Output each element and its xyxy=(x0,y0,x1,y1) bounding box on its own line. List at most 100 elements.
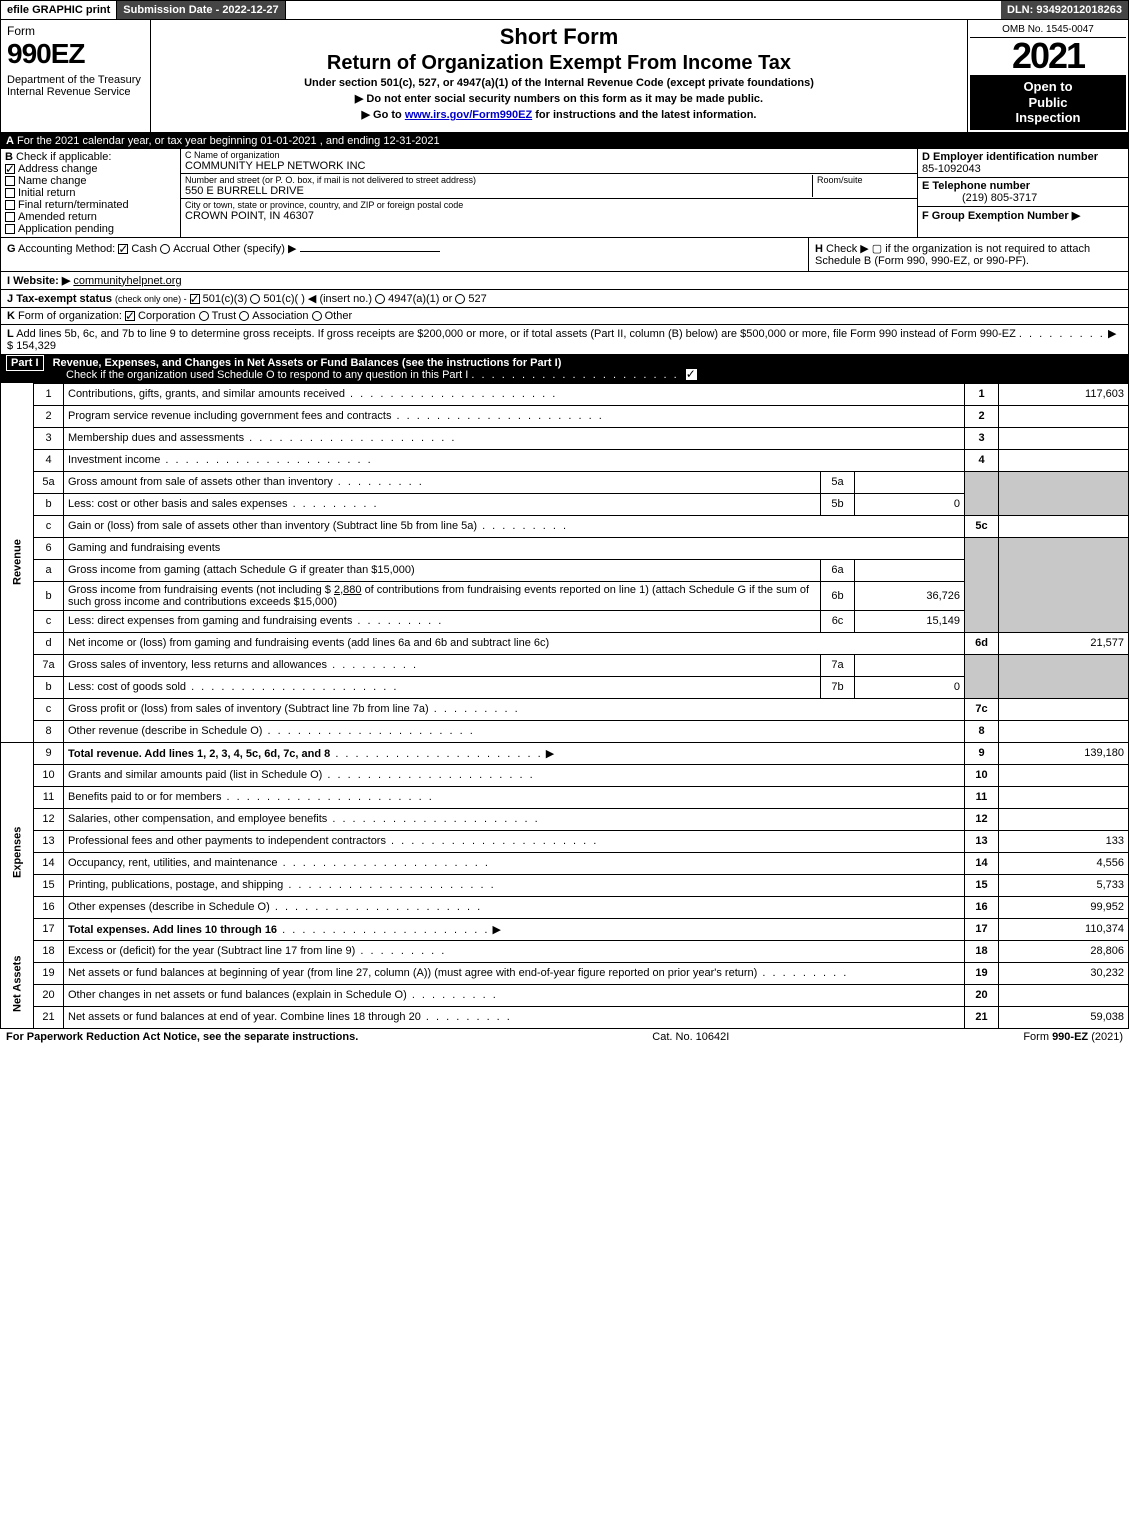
l5b-subval: 0 xyxy=(855,493,965,515)
lines-table: Revenue 1 Contributions, gifts, grants, … xyxy=(0,383,1129,1029)
l13-res: 133 xyxy=(999,830,1129,852)
line-3: 3Membership dues and assessments3 xyxy=(1,427,1129,449)
c-street-label: Number and street (or P. O. box, if mail… xyxy=(185,175,808,185)
line-15: 15Printing, publications, postage, and s… xyxy=(1,874,1129,896)
netassets-label: Net Assets xyxy=(1,940,34,1028)
form-number: 990EZ xyxy=(7,38,144,70)
radio-assoc[interactable] xyxy=(239,311,249,321)
h-letter: H xyxy=(815,243,823,255)
l17-res: 110,374 xyxy=(999,918,1129,940)
l12-desc: Salaries, other compensation, and employ… xyxy=(68,813,327,825)
org-street: 550 E BURRELL DRIVE xyxy=(185,185,808,197)
k-corp: Corporation xyxy=(138,310,195,322)
i-letter: I xyxy=(7,275,10,287)
line-6a: aGross income from gaming (attach Schedu… xyxy=(1,559,1129,581)
b-addr: Address change xyxy=(18,163,98,175)
revenue-label: Revenue xyxy=(1,383,34,742)
part1-title: Revenue, Expenses, and Changes in Net As… xyxy=(53,357,562,369)
chk-corporation[interactable] xyxy=(125,311,135,321)
chk-amended[interactable] xyxy=(5,212,15,222)
b-pending: Application pending xyxy=(18,223,114,235)
form-word: Form xyxy=(7,24,144,38)
l5a-sub: 5a xyxy=(821,471,855,493)
l6-desc: Gaming and fundraising events xyxy=(68,542,220,554)
footer-right-pre: Form xyxy=(1023,1031,1052,1043)
chk-501c3[interactable] xyxy=(190,294,200,304)
c-room-label: Room/suite xyxy=(817,175,913,185)
line-13: 13Professional fees and other payments t… xyxy=(1,830,1129,852)
j-a1: 4947(a)(1) or xyxy=(388,293,452,305)
subtitle: Under section 501(c), 527, or 4947(a)(1)… xyxy=(157,77,961,89)
l4-desc: Investment income xyxy=(68,454,160,466)
part1-dots xyxy=(471,369,678,381)
row-gh: G Accounting Method: Cash Accrual Other … xyxy=(0,238,1129,272)
chk-pending[interactable] xyxy=(5,224,15,234)
l9-res: 139,180 xyxy=(999,742,1129,764)
radio-501c[interactable] xyxy=(250,294,260,304)
row-i: I Website: ▶ communityhelpnet.org xyxy=(0,272,1129,290)
g-other: Other (specify) ▶ xyxy=(213,243,297,255)
l6a-sub: 6a xyxy=(821,559,855,581)
badge-2: Public xyxy=(972,95,1124,111)
l15-desc: Printing, publications, postage, and shi… xyxy=(68,879,283,891)
l5b-sub: 5b xyxy=(821,493,855,515)
l-dots xyxy=(1019,328,1105,340)
line-9: 9Total revenue. Add lines 1, 2, 3, 4, 5c… xyxy=(1,742,1129,764)
footer-right: Form 990-EZ (2021) xyxy=(1023,1031,1123,1043)
line-16: 16Other expenses (describe in Schedule O… xyxy=(1,896,1129,918)
radio-4947[interactable] xyxy=(375,294,385,304)
line-19: 19Net assets or fund balances at beginni… xyxy=(1,962,1129,984)
chk-address-change[interactable] xyxy=(5,164,15,174)
l9-arrow: ▶ xyxy=(546,748,554,760)
line-20: 20Other changes in net assets or fund ba… xyxy=(1,984,1129,1006)
line-17: 17Total expenses. Add lines 10 through 1… xyxy=(1,918,1129,940)
l16-desc: Other expenses (describe in Schedule O) xyxy=(68,901,270,913)
l7b-sub: 7b xyxy=(821,676,855,698)
title-short-form: Short Form xyxy=(157,24,961,50)
line-1: Revenue 1 Contributions, gifts, grants, … xyxy=(1,383,1129,405)
l7b-desc: Less: cost of goods sold xyxy=(68,681,186,693)
chk-initial[interactable] xyxy=(5,188,15,198)
footer-right-bold: 990-EZ xyxy=(1052,1031,1088,1043)
line-10: Expenses 10Grants and similar amounts pa… xyxy=(1,764,1129,786)
j-label: Tax-exempt status xyxy=(16,293,112,305)
k-label: Form of organization: xyxy=(18,310,122,322)
d-value: 85-1092043 xyxy=(922,163,981,175)
badge-1: Open to xyxy=(972,79,1124,95)
k-letter: K xyxy=(7,310,15,322)
part1-checkbox[interactable] xyxy=(686,369,697,380)
expenses-label: Expenses xyxy=(1,764,34,940)
radio-accrual[interactable] xyxy=(160,244,170,254)
radio-trust[interactable] xyxy=(199,311,209,321)
radio-other[interactable] xyxy=(312,311,322,321)
part1-header: Part I Revenue, Expenses, and Changes in… xyxy=(0,355,1129,383)
e-value: (219) 805-3717 xyxy=(922,192,1037,204)
line-8: 8Other revenue (describe in Schedule O)8 xyxy=(1,720,1129,742)
line-6c: cLess: direct expenses from gaming and f… xyxy=(1,610,1129,632)
k-other: Other xyxy=(325,310,353,322)
b-final: Final return/terminated xyxy=(18,199,129,211)
l1-desc: Contributions, gifts, grants, and simila… xyxy=(68,388,345,400)
h-cell: H Check ▶ ▢ if the organization is not r… xyxy=(808,238,1128,271)
l5c-desc: Gain or (loss) from sale of assets other… xyxy=(68,520,477,532)
chk-final[interactable] xyxy=(5,200,15,210)
irs-link[interactable]: www.irs.gov/Form990EZ xyxy=(405,109,532,121)
l21-res: 59,038 xyxy=(999,1006,1129,1028)
chk-cash[interactable] xyxy=(118,244,128,254)
l21-desc: Net assets or fund balances at end of ye… xyxy=(68,1011,421,1023)
website-value[interactable]: communityhelpnet.org xyxy=(73,275,181,287)
line-12: 12Salaries, other compensation, and empl… xyxy=(1,808,1129,830)
j-c: 501(c)( ) ◀ (insert no.) xyxy=(263,293,372,305)
j-527: 527 xyxy=(468,293,486,305)
open-public-badge: Open to Public Inspection xyxy=(970,75,1126,130)
col-b: B Check if applicable: Address change Na… xyxy=(1,149,181,237)
l6c-sub: 6c xyxy=(821,610,855,632)
l17-arrow: ▶ xyxy=(492,924,500,936)
chk-name-change[interactable] xyxy=(5,176,15,186)
g-label: Accounting Method: xyxy=(18,243,115,255)
l5b-desc: Less: cost or other basis and sales expe… xyxy=(68,498,288,510)
radio-527[interactable] xyxy=(455,294,465,304)
col-c: C Name of organization COMMUNITY HELP NE… xyxy=(181,149,918,237)
top-bar: efile GRAPHIC print Submission Date - 20… xyxy=(0,0,1129,20)
instruction-1: ▶ Do not enter social security numbers o… xyxy=(157,92,961,105)
